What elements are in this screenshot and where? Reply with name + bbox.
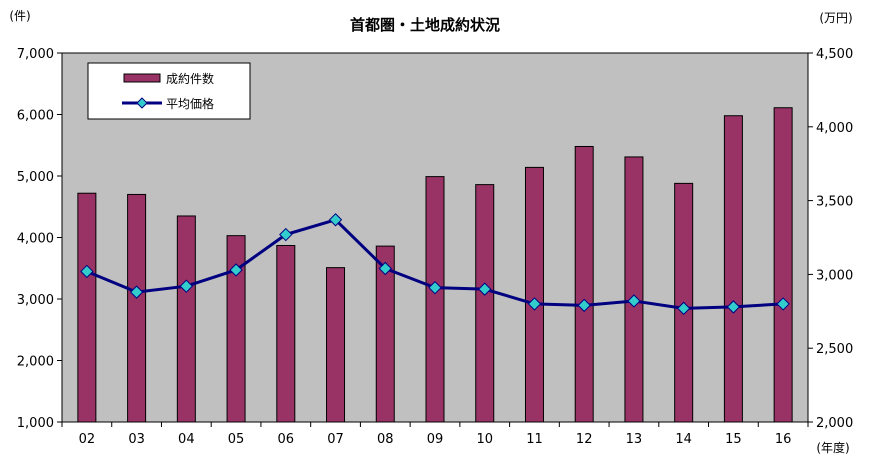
x-axis-tick-label: 16	[775, 432, 792, 447]
x-axis-unit: (年度)	[816, 440, 849, 455]
line-marker	[279, 227, 293, 242]
left-axis-tick-label: 5,000	[17, 170, 54, 185]
legend-label: 成約件数	[166, 71, 214, 86]
left-axis-tick-label: 1,000	[17, 416, 54, 431]
x-axis-tick-label: 14	[675, 432, 692, 447]
right-axis-tick-label: 3,000	[816, 268, 853, 283]
x-axis-tick-label: 13	[626, 432, 643, 447]
line-marker	[776, 297, 790, 311]
bar	[475, 184, 495, 423]
bar	[574, 145, 594, 423]
bar	[77, 192, 97, 423]
x-axis-tick-label: 07	[327, 432, 344, 447]
x-axis-tick-label: 10	[476, 432, 493, 447]
right-axis-unit: (万円)	[819, 11, 852, 25]
x-axis-tick-label: 03	[128, 432, 145, 447]
left-axis-unit: (件)	[9, 9, 30, 23]
x-axis-tick-label: 04	[178, 432, 195, 447]
line-marker	[179, 279, 194, 293]
x-axis-tick-label: 12	[576, 432, 593, 447]
left-axis-tick-label: 7,000	[17, 47, 54, 62]
line-marker	[428, 280, 442, 295]
x-axis-tick-label: 06	[278, 432, 295, 447]
line-marker	[378, 261, 392, 276]
x-axis-tick-label: 05	[228, 432, 245, 447]
bar	[127, 193, 147, 423]
legend-label: 平均価格	[166, 96, 214, 111]
x-axis-tick-label: 11	[526, 432, 543, 447]
right-axis-tick-label: 2,500	[816, 342, 853, 357]
x-axis-tick-label: 09	[427, 432, 444, 447]
legend-box	[87, 62, 251, 120]
line-marker	[676, 301, 691, 316]
line-marker	[627, 294, 641, 308]
bar	[425, 176, 445, 423]
line-marker	[328, 213, 343, 227]
line-marker	[80, 264, 94, 279]
bar	[723, 115, 743, 423]
right-axis-tick-label: 2,000	[816, 416, 853, 431]
right-axis-tick-label: 4,000	[816, 121, 853, 136]
bar	[176, 215, 196, 423]
left-axis-tick-label: 6,000	[17, 109, 54, 124]
right-axis-tick-label: 4,500	[816, 47, 853, 62]
chart-title: 首都圏・土地成約状況	[350, 16, 500, 34]
bar	[524, 166, 544, 423]
x-axis-tick-label: 15	[725, 432, 742, 447]
line-marker	[726, 300, 741, 314]
left-axis-tick-label: 3,000	[17, 293, 54, 308]
bar	[226, 235, 246, 423]
bar	[276, 244, 296, 423]
right-axis-tick-label: 3,500	[816, 195, 853, 210]
bar	[773, 107, 793, 423]
line-marker	[229, 263, 243, 277]
bar	[624, 156, 644, 423]
x-axis-tick-label: 02	[79, 432, 96, 447]
legend-swatch-marker	[136, 97, 148, 109]
x-axis-tick-label: 08	[377, 432, 394, 447]
line-marker	[577, 298, 591, 313]
bar	[326, 267, 346, 423]
left-axis-tick-label: 4,000	[17, 232, 54, 247]
line-marker	[527, 297, 542, 311]
bar	[375, 245, 395, 423]
legend-swatch-bar	[123, 73, 161, 83]
line-marker	[129, 285, 144, 299]
line-marker	[478, 282, 492, 296]
left-axis-tick-label: 2,000	[17, 355, 54, 370]
